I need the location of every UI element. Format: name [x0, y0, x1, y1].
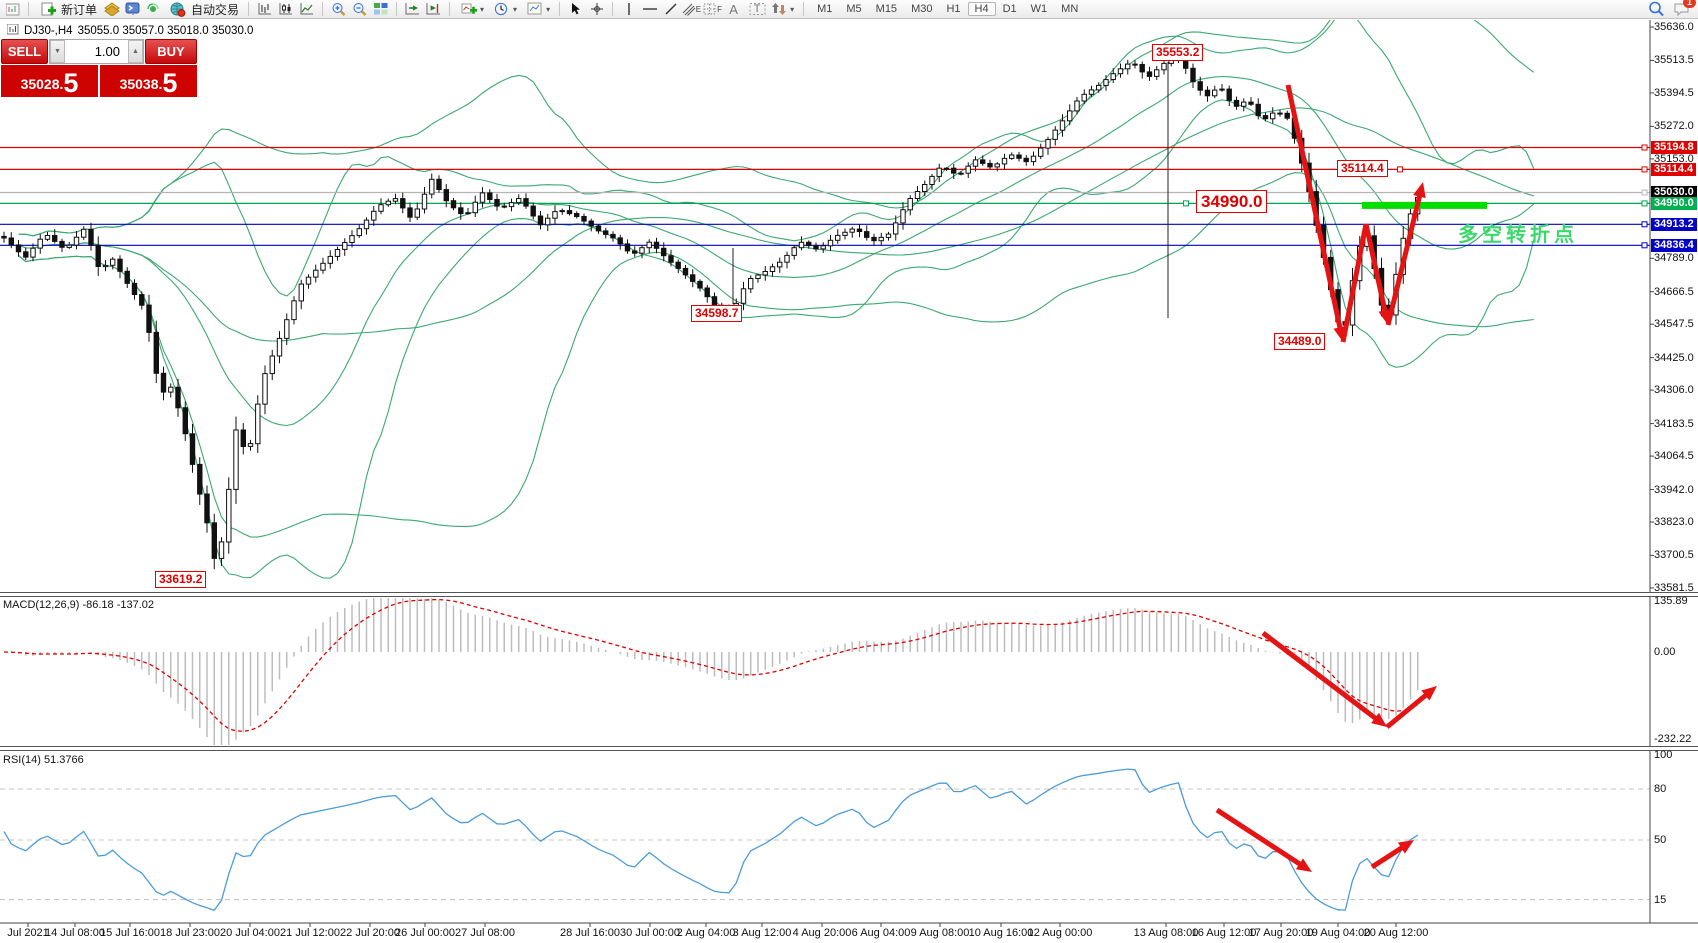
metaeditor-icon[interactable] — [123, 1, 142, 17]
macd-histogram — [3, 598, 1419, 745]
notifications-icon[interactable]: 1 — [1672, 0, 1696, 17]
chart-symbol: DJ30-,H4 — [24, 25, 73, 37]
auto-trading-icon — [168, 1, 187, 17]
periods-button[interactable]: ▾ — [489, 1, 520, 17]
clock-icon — [492, 1, 511, 17]
toolbar: 新订单 自动交易 ▾ ▾ ▾ E F A T ▾ M1 M5 M15 M30 H1 H4 D… — [0, 0, 1698, 19]
grid-letter: F — [717, 4, 723, 14]
vertical-annotation-lines — [732, 62, 1169, 318]
template-icon — [525, 1, 544, 17]
volume-down-button[interactable]: ▼ — [50, 40, 65, 63]
macd-signal-line — [3, 598, 1419, 732]
chart-ohlc: 35055.0 35057.0 35018.0 35030.0 — [77, 25, 254, 37]
timeframe-group: M1 M5 M15 M30 H1 H4 D1 W1 MN — [810, 2, 1085, 16]
fibonacci-letter: E — [695, 4, 702, 14]
tile-windows-icon[interactable] — [371, 1, 390, 17]
zoom-out-icon[interactable] — [350, 1, 369, 17]
bollinger-bands — [18, 20, 1535, 579]
timeframe-h4[interactable]: H4 — [967, 2, 996, 16]
trendline-tool-icon[interactable] — [661, 1, 680, 17]
new-order-icon — [38, 1, 57, 17]
indicators-icon — [459, 1, 478, 17]
buy-button[interactable]: BUY — [145, 39, 197, 64]
sell-price[interactable]: 35028. 5 — [1, 65, 98, 97]
bar-chart-type-icon[interactable] — [255, 1, 274, 17]
market-books-icon[interactable] — [102, 1, 121, 17]
fibonacci-tool-icon[interactable]: E — [682, 1, 701, 17]
rsi-line — [3, 768, 1419, 911]
shapes-arrows-icon — [769, 1, 788, 17]
panel-frames — [0, 20, 1698, 927]
zoom-in-icon[interactable] — [329, 1, 348, 17]
horizontal-line-tool-icon[interactable] — [640, 1, 659, 17]
auto-trading-label: 自动交易 — [191, 2, 240, 17]
signals-icon[interactable] — [144, 1, 163, 17]
vertical-line-tool-icon[interactable] — [619, 1, 638, 17]
buy-price[interactable]: 35038. 5 — [100, 65, 197, 97]
volume-spinner: ▼ 1.00 ▲ — [49, 39, 144, 64]
chart-title-icon — [6, 23, 19, 38]
auto-trading-button[interactable]: 自动交易 — [165, 1, 242, 18]
rsi-panel-divider[interactable] — [0, 746, 1698, 751]
search-icon[interactable] — [1647, 1, 1666, 17]
text-tool-icon[interactable]: A — [729, 1, 738, 17]
timeframe-m1[interactable]: M1 — [817, 3, 833, 15]
one-click-trading-panel: SELL ▼ 1.00 ▲ BUY 35028. 5 35038. 5 — [1, 39, 197, 97]
chart-title: DJ30-,H4 35055.0 35057.0 35018.0 35030.0 — [6, 23, 254, 38]
rsi-indicator-label: RSI(14) 51.3766 — [3, 754, 84, 766]
chart-window-icon[interactable] — [3, 1, 22, 17]
macd-indicator-label: MACD(12,26,9) -86.18 -137.02 — [3, 599, 155, 611]
timeframe-m15[interactable]: M15 — [875, 3, 898, 15]
trend-arrows — [1215, 84, 1437, 872]
templates-button[interactable]: ▾ — [522, 1, 553, 17]
timeframe-m5[interactable]: M5 — [846, 3, 862, 15]
cursor-icon[interactable] — [566, 1, 585, 17]
new-order-button[interactable]: 新订单 — [35, 1, 100, 18]
grid-tool-icon[interactable]: F — [703, 1, 722, 17]
volume-up-button[interactable]: ▲ — [128, 40, 143, 63]
chart-shift-icon[interactable] — [424, 1, 443, 17]
line-chart-type-icon[interactable] — [297, 1, 316, 17]
shapes-button[interactable]: ▾ — [766, 1, 797, 17]
indicators-button[interactable]: ▾ — [456, 1, 487, 17]
rsi-levels — [0, 788, 1650, 900]
timeframe-d1[interactable]: D1 — [1002, 3, 1017, 15]
auto-scroll-icon[interactable] — [403, 1, 422, 17]
timeframe-w1[interactable]: W1 — [1030, 3, 1048, 15]
timeframe-m30[interactable]: M30 — [911, 3, 933, 15]
label-tool-icon[interactable]: T — [745, 1, 766, 17]
timeframe-h1[interactable]: H1 — [946, 3, 961, 15]
crosshair-icon[interactable] — [587, 1, 606, 17]
notification-badge: 1 — [1682, 0, 1696, 8]
candles — [1, 49, 1421, 570]
macd-panel-divider[interactable] — [0, 592, 1698, 597]
new-order-label: 新订单 — [61, 2, 98, 17]
volume-value[interactable]: 1.00 — [94, 44, 120, 59]
sell-button[interactable]: SELL — [1, 39, 48, 64]
timeframe-mn[interactable]: MN — [1061, 3, 1079, 15]
support-highlight — [1362, 201, 1487, 209]
candlestick-chart-type-icon[interactable] — [276, 1, 295, 17]
